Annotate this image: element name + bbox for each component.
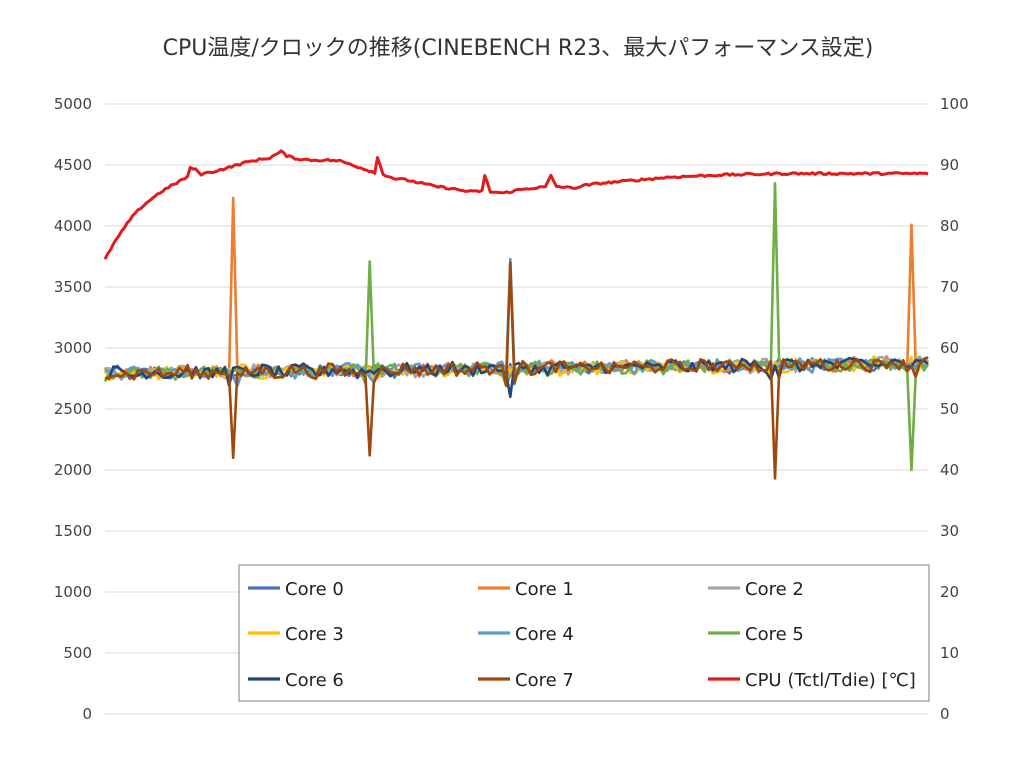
right-axis-ticks: 0 10 20 30 40 50 60 70 80 90 100 bbox=[940, 95, 969, 723]
right-tick-label: 90 bbox=[940, 156, 959, 174]
legend-label: Core 4 bbox=[515, 624, 574, 645]
right-tick-label: 10 bbox=[940, 644, 959, 662]
right-tick-label: 40 bbox=[940, 461, 959, 479]
right-tick-label: 60 bbox=[940, 339, 959, 357]
legend-label: Core 0 bbox=[285, 579, 344, 600]
series-line-cpu-temp bbox=[103, 149, 929, 260]
chart-title: CPU温度/クロックの推移(CINEBENCH R23、最大パフォーマンス設定) bbox=[163, 36, 874, 61]
legend-label: Core 3 bbox=[285, 624, 344, 645]
right-tick-label: 20 bbox=[940, 583, 959, 601]
legend-label: Core 7 bbox=[515, 670, 574, 691]
legend-label: Core 1 bbox=[515, 579, 574, 600]
right-tick-label: 0 bbox=[940, 705, 950, 723]
legend: Core 0 Core 1 Core 2 Core 3 Core 4 Core 5 Core… bbox=[238, 564, 930, 702]
right-tick-label: 80 bbox=[940, 217, 959, 235]
series-line-core-1 bbox=[103, 196, 929, 382]
left-axis-ticks: 0 500 1000 1500 2000 2500 3000 3500 4000 4500 5000 bbox=[54, 95, 92, 723]
right-tick-label: 30 bbox=[940, 522, 959, 540]
left-tick-label: 3500 bbox=[54, 278, 92, 296]
left-tick-label: 2500 bbox=[54, 400, 92, 418]
left-tick-label: 4000 bbox=[54, 217, 92, 235]
legend-label: Core 6 bbox=[285, 670, 344, 691]
series-line-core-6 bbox=[104, 356, 929, 399]
right-tick-label: 50 bbox=[940, 400, 959, 418]
right-tick-label: 70 bbox=[940, 278, 959, 296]
legend-label: Core 5 bbox=[745, 624, 804, 645]
left-tick-label: 4500 bbox=[54, 156, 92, 174]
left-tick-label: 5000 bbox=[54, 95, 92, 113]
left-tick-label: 3000 bbox=[54, 339, 92, 357]
left-tick-label: 2000 bbox=[54, 461, 92, 479]
series-line-core-7 bbox=[104, 261, 929, 480]
left-tick-label: 500 bbox=[63, 644, 92, 662]
legend-box bbox=[238, 564, 930, 702]
legend-label: Core 2 bbox=[745, 579, 804, 600]
series-lines bbox=[103, 149, 930, 480]
legend-label: CPU (Tctl/Tdie) [℃] bbox=[745, 670, 916, 691]
left-tick-label: 1000 bbox=[54, 583, 92, 601]
left-tick-label: 0 bbox=[82, 705, 92, 723]
left-tick-label: 1500 bbox=[54, 522, 92, 540]
right-tick-label: 100 bbox=[940, 95, 969, 113]
